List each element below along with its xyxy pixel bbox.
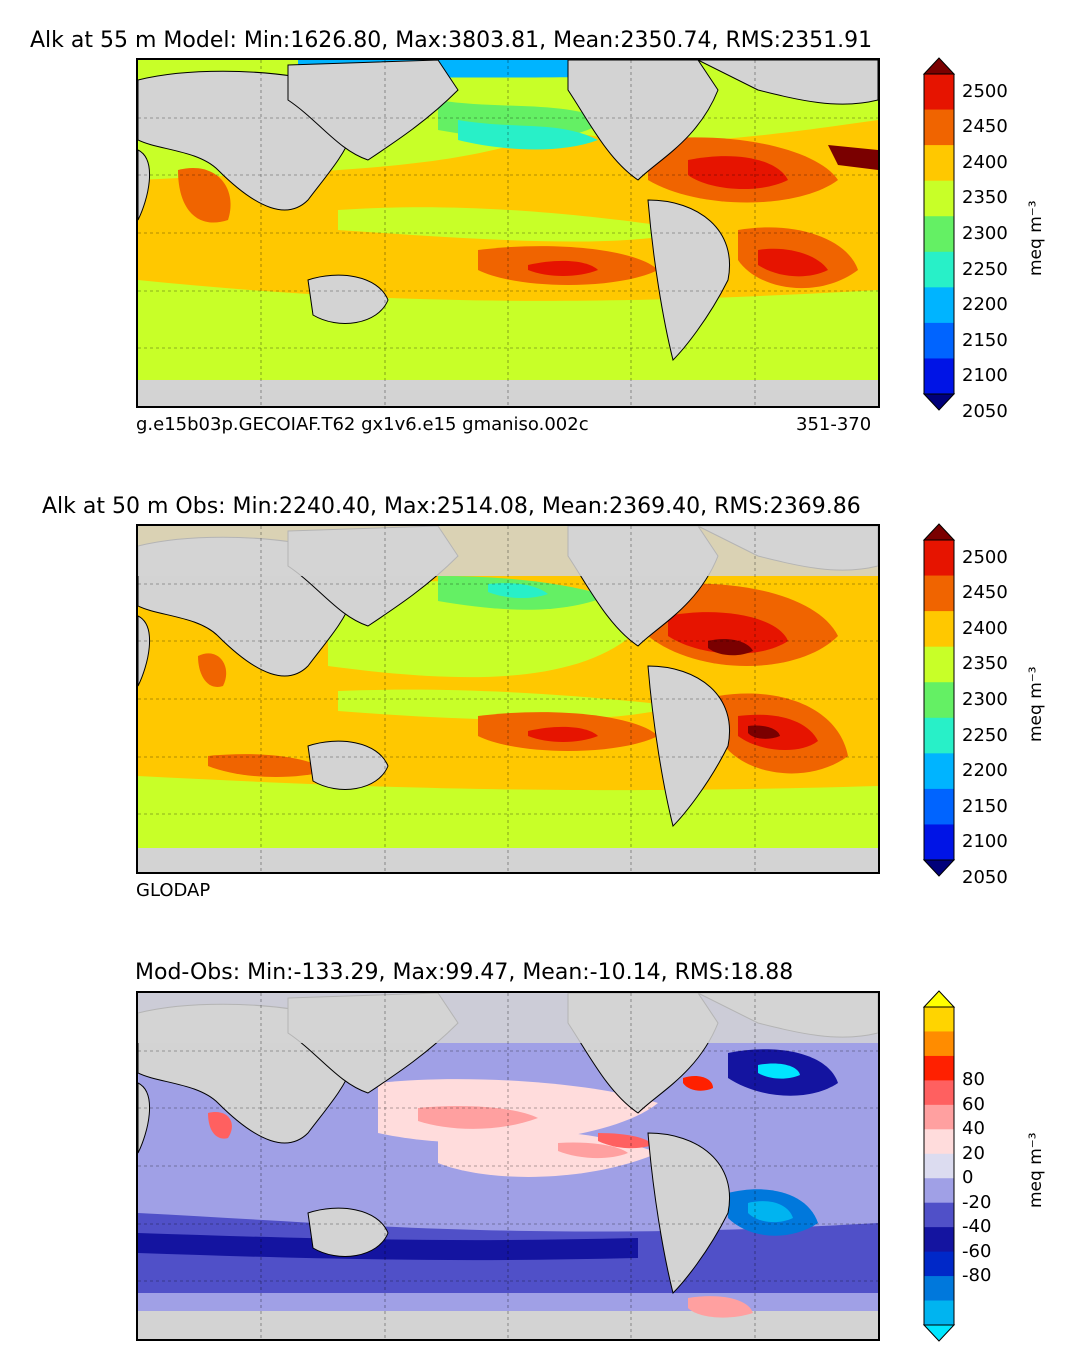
colorbar-2-tick-label: 2400 [962, 617, 1008, 639]
colorbar-2-tick-label: 2050 [962, 866, 1008, 888]
colorbar-3-band [924, 1129, 954, 1155]
colorbar-3-tick-label: -40 [962, 1216, 992, 1238]
colorbar-1-tick-label: 2100 [962, 365, 1008, 387]
colorbar-1-extend-bottom [922, 393, 956, 411]
colorbar-2-band [924, 575, 954, 612]
colorbar-2-frame [923, 539, 955, 861]
colorbar-3-tick-label: 40 [962, 1118, 985, 1140]
colorbar-1-band [924, 180, 954, 217]
colorbar-2-tick-label: 2100 [962, 831, 1008, 853]
colorbar-1-band [924, 216, 954, 253]
colorbar-1-tick-label: 2400 [962, 151, 1008, 173]
colorbar-1-bar [922, 57, 956, 411]
colorbar-3-tick-label: 80 [962, 1069, 985, 1091]
panel-2-title: Alk at 50 m Obs: Min:2240.40, Max:2514.0… [42, 494, 861, 519]
colorbar-2-tick-label: 2350 [962, 653, 1008, 675]
colorbar-2: 2500 2450 2400 2350 2300 2250 2200 2150 2100 2050… [922, 523, 1046, 888]
panel-1-map [136, 58, 880, 408]
colorbar-1-band [924, 322, 954, 359]
colorbar-1-tick-label: 2150 [962, 329, 1008, 351]
colorbar-2-band [924, 788, 954, 825]
colorbar-3-band [924, 1300, 954, 1326]
colorbar-1-tick-label: 2350 [962, 187, 1008, 209]
colorbar-2-bar [922, 523, 956, 877]
panel-2-footer-left: GLODAP [136, 880, 211, 901]
colorbar-1-band [924, 145, 954, 182]
colorbar-2-band [924, 682, 954, 719]
colorbar-3-band [924, 1202, 954, 1228]
panel-3-title: Mod-Obs: Min:-133.29, Max:99.47, Mean:-1… [135, 960, 794, 985]
colorbar-2-band [924, 824, 954, 861]
colorbar-3-band [924, 1251, 954, 1277]
colorbar-2-tick-label: 2300 [962, 689, 1008, 710]
colorbar-2-band [924, 753, 954, 790]
colorbar-3-band [924, 1178, 954, 1204]
colorbar-2-tick-label: 2150 [962, 795, 1008, 817]
colorbar-1-band [924, 358, 954, 395]
colorbar-3-units-label: meq m⁻³ [1026, 1132, 1046, 1208]
colorbar-3-band [924, 1055, 954, 1081]
colorbar-2-band [924, 611, 954, 648]
colorbar-1: 2500 2450 2400 2350 2300 2250 2200 2150 2100 2050… [922, 57, 1046, 422]
colorbar-3-band [924, 1227, 954, 1253]
colorbar-1-band [924, 74, 954, 111]
colorbar-3-extend-top [922, 990, 956, 1008]
colorbar-2-units-label: meq m⁻³ [1026, 666, 1046, 742]
panel-1-footer-left: g.e15b03p.GECOIAF.T62 gx1v6.e15 gmaniso.… [136, 414, 589, 435]
colorbar-3-band [924, 1153, 954, 1179]
panel-1-footer-right: 351-370 [796, 414, 872, 435]
colorbar-1-tick-label: 2300 [962, 223, 1008, 244]
colorbar-1-band [924, 251, 954, 288]
colorbar-2-band [924, 646, 954, 683]
colorbar-3-band [924, 1031, 954, 1057]
colorbar-1-tick-label: 2500 [962, 80, 1008, 102]
colorbar-1-band [924, 287, 954, 324]
colorbar-3-bar [922, 990, 956, 1342]
colorbar-3-tick-label: -60 [962, 1240, 992, 1262]
colorbar-2-tick-label: 2200 [962, 760, 1008, 782]
panel-1-title: Alk at 55 m Model: Min:1626.80, Max:3803… [30, 28, 873, 53]
panel-2-map-plot [138, 526, 878, 872]
panel-1-map-plot [138, 60, 878, 406]
colorbar-1-frame [923, 73, 955, 395]
colorbar-3: 80 60 40 20 0 -20 -40 -60 -80 meq m⁻³ [922, 990, 1046, 1342]
colorbar-3-band [924, 1104, 954, 1130]
colorbar-3-tick-label: 60 [962, 1093, 985, 1115]
colorbar-1-tick-label: 2200 [962, 294, 1008, 316]
colorbar-3-band [924, 1007, 954, 1032]
colorbar-1-tick-label: 2050 [962, 400, 1008, 422]
colorbar-3-tick-label: 0 [962, 1167, 974, 1189]
colorbar-2-tick-label: 2500 [962, 546, 1008, 568]
panel-2-map [136, 524, 880, 874]
colorbar-3-band [924, 1080, 954, 1106]
colorbar-3-tick-label: -20 [962, 1191, 992, 1213]
colorbar-1-extend-top [922, 57, 956, 75]
colorbar-3-tick-label: -80 [962, 1265, 992, 1287]
colorbar-2-extend-top [922, 523, 956, 541]
colorbar-1-units-label: meq m⁻³ [1026, 200, 1046, 276]
colorbar-3-band [924, 1276, 954, 1302]
colorbar-3-tick-label: 20 [962, 1142, 985, 1164]
colorbar-2-band [924, 540, 954, 577]
colorbar-3-extend-bottom [922, 1324, 956, 1342]
colorbar-3-frame [923, 1006, 955, 1326]
colorbar-1-tick-label: 2250 [962, 258, 1008, 280]
colorbar-2-tick-label: 2450 [962, 582, 1008, 604]
colorbar-2-extend-bottom [922, 859, 956, 877]
colorbar-2-tick-label: 2250 [962, 724, 1008, 746]
colorbar-2-band [924, 717, 954, 754]
colorbar-1-tick-label: 2450 [962, 116, 1008, 138]
panel-3-map [136, 991, 880, 1341]
panel-3-map-plot [138, 993, 878, 1339]
colorbar-1-band [924, 109, 954, 146]
